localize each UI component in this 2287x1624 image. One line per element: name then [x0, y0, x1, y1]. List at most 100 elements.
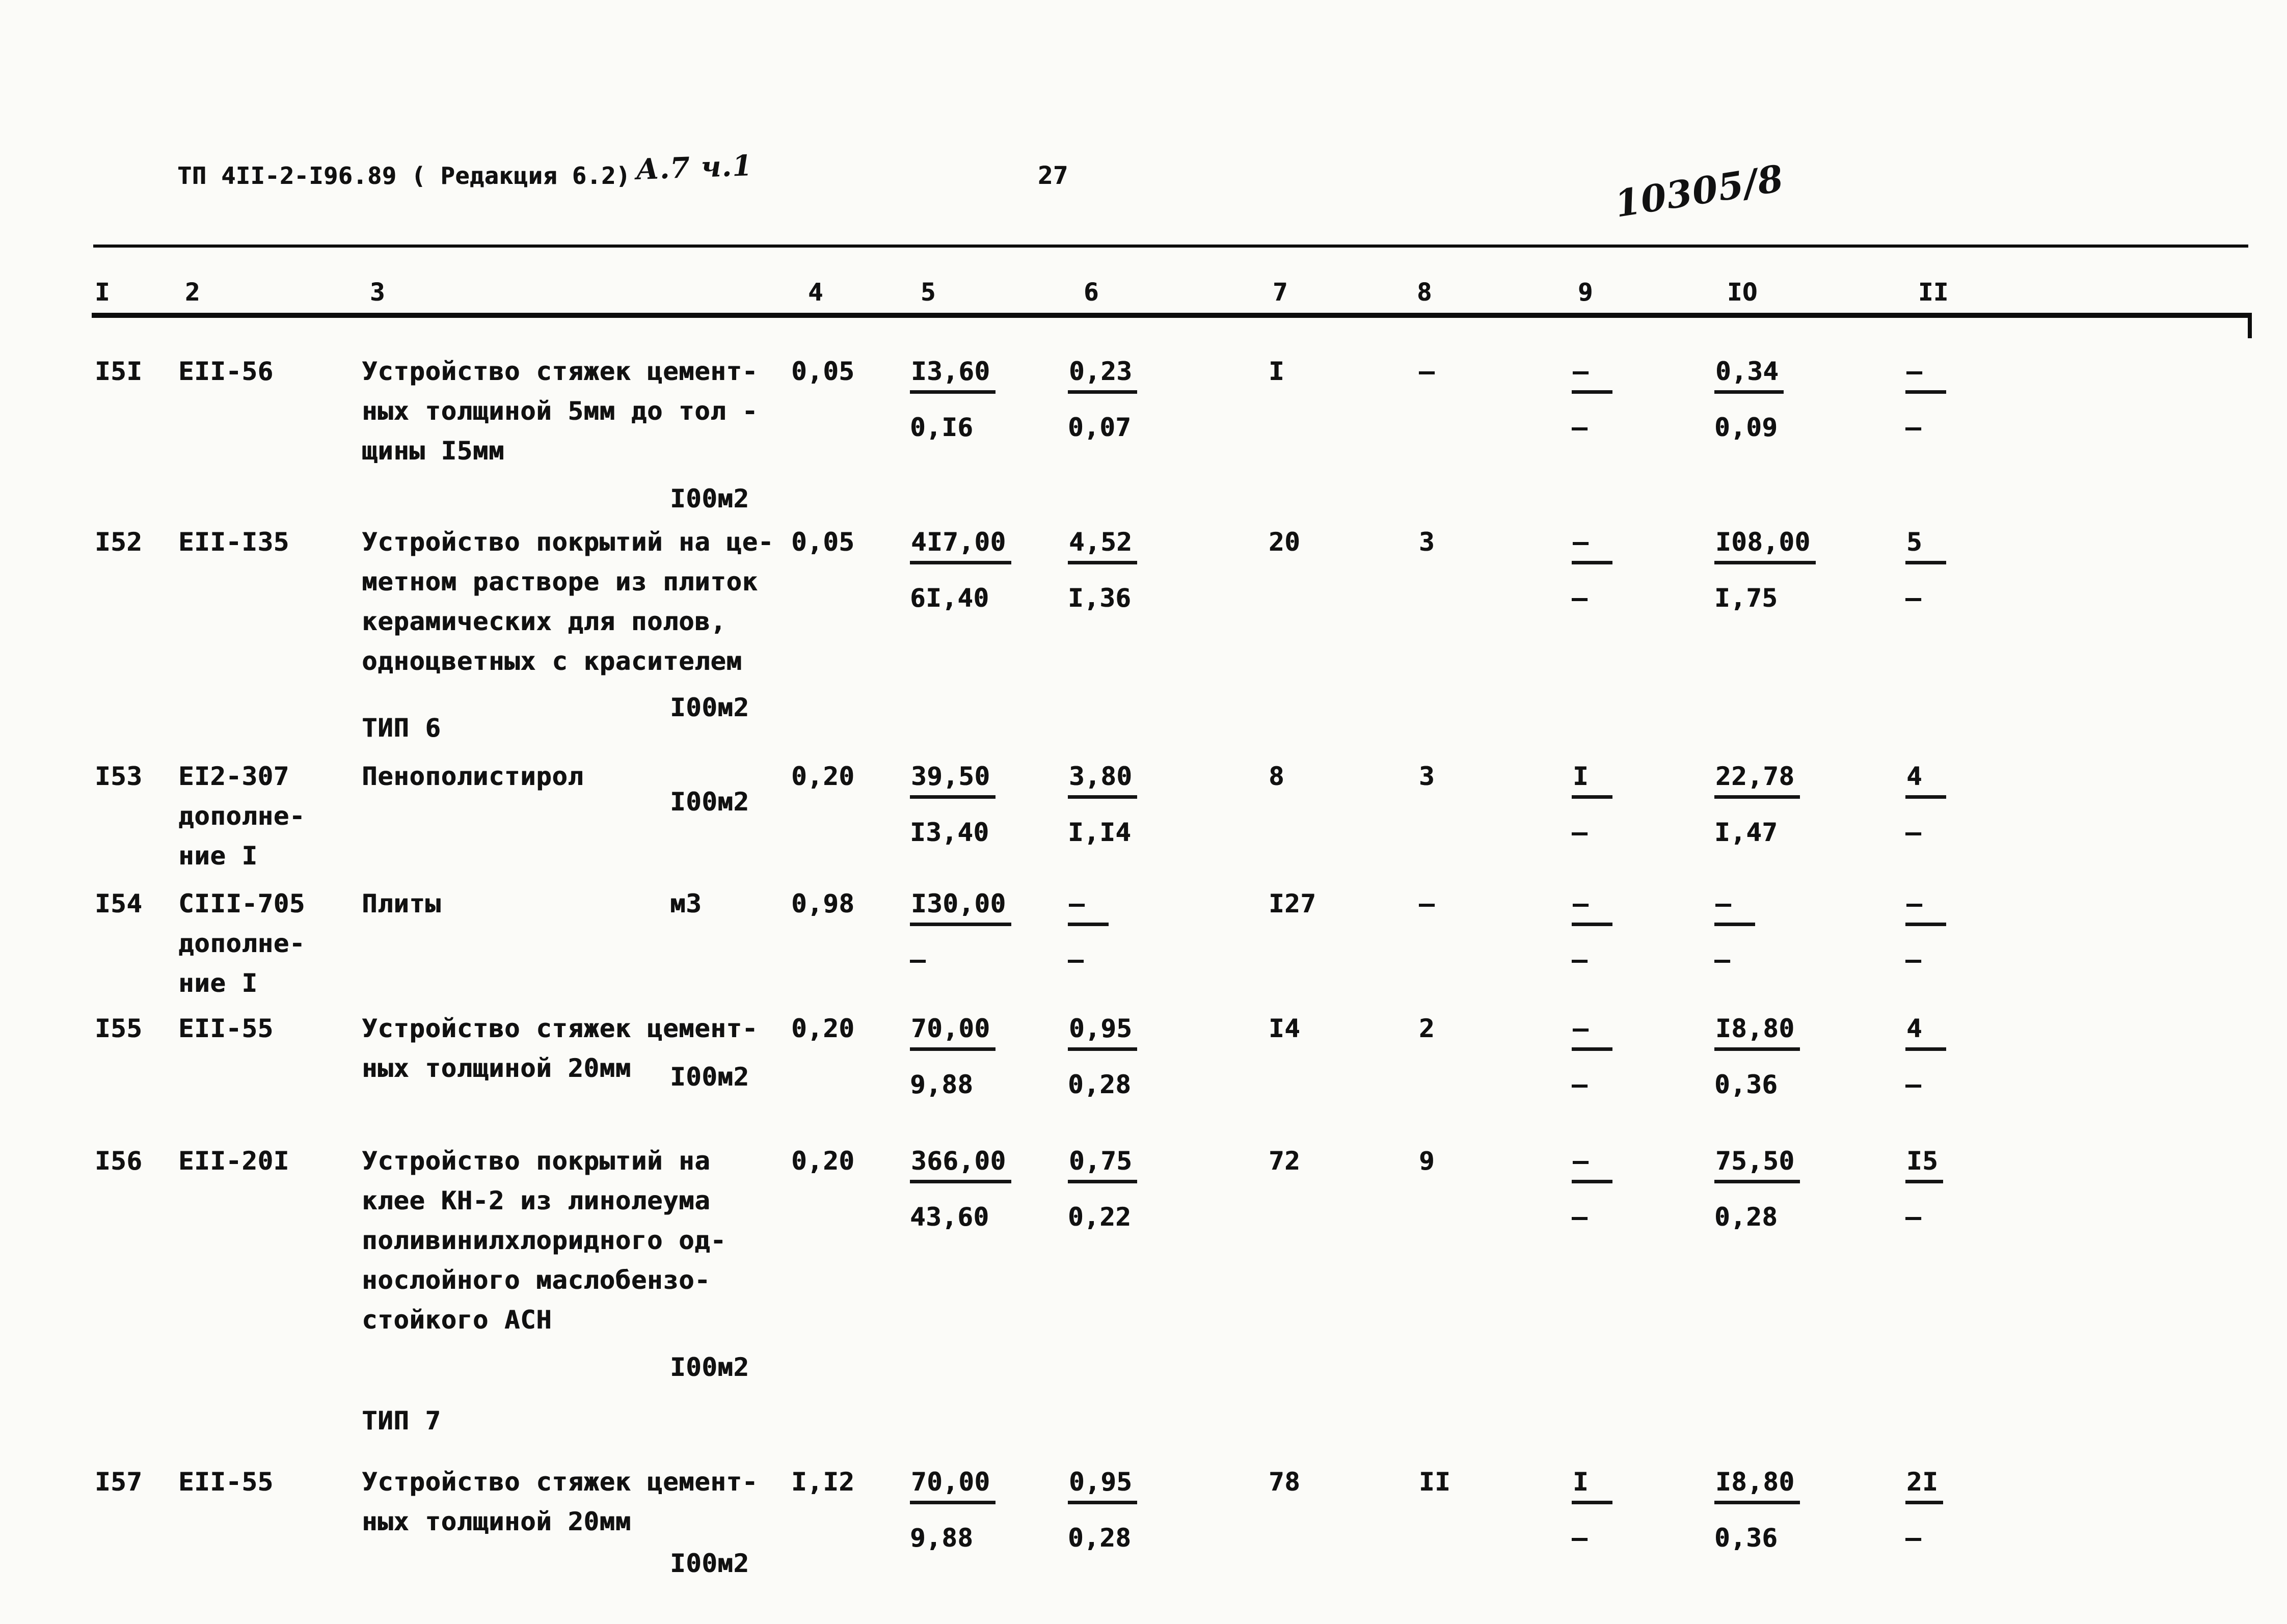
row-number: I5I: [95, 357, 143, 386]
col9-numerator: –: [1572, 527, 1612, 564]
row-number: I53: [95, 762, 143, 791]
col6-numerator: 3,80: [1068, 762, 1138, 799]
column-number: 6: [1084, 278, 1099, 307]
col7-value: 72: [1269, 1146, 1301, 1176]
work-code-line: ЕI2-307: [178, 762, 289, 791]
unit-of-measure: I00м2: [670, 787, 749, 817]
col6-numerator: 0,23: [1068, 357, 1138, 394]
work-description-line: ных толщиной 5мм до тол -: [362, 396, 758, 426]
col8-value: 3: [1419, 527, 1435, 557]
unit-of-measure: м3: [670, 889, 702, 918]
col4-value: 0,20: [791, 762, 855, 791]
col11-denominator: –: [1905, 818, 1922, 847]
column-number: 7: [1273, 278, 1288, 307]
col10-numerator: 0,34: [1714, 357, 1784, 394]
row-number: I52: [95, 527, 143, 557]
col4-value: 0,05: [791, 357, 855, 386]
unit-of-measure: I00м2: [670, 1062, 749, 1092]
col11-numerator: –: [1905, 357, 1946, 394]
col5-numerator: 70,00: [910, 1467, 995, 1504]
col4-value: 0,20: [791, 1014, 855, 1043]
unit-of-measure: I00м2: [670, 484, 749, 513]
col7-value: I4: [1269, 1014, 1301, 1043]
col10-denominator: 0,09: [1714, 413, 1778, 442]
col8-value: –: [1419, 889, 1435, 918]
col10-denominator: 0,36: [1714, 1523, 1778, 1553]
col6-denominator: I,36: [1068, 583, 1132, 613]
column-number: 9: [1578, 278, 1593, 307]
work-code-line: ЕII-55: [178, 1014, 274, 1043]
col10-denominator: –: [1714, 945, 1731, 975]
col5-numerator: 4I7,00: [910, 527, 1011, 564]
work-description-line: керамических для полов,: [362, 607, 727, 636]
col6-denominator: 0,28: [1068, 1523, 1132, 1553]
col6-denominator: I,I4: [1068, 818, 1132, 847]
col6-numerator: 4,52: [1068, 527, 1138, 564]
col7-value: 8: [1269, 762, 1285, 791]
col7-value: 20: [1269, 527, 1301, 557]
col5-numerator: I30,00: [910, 889, 1011, 926]
col9-denominator: –: [1572, 1070, 1588, 1099]
col11-denominator: –: [1905, 1202, 1922, 1232]
col5-denominator: 43,60: [910, 1202, 989, 1232]
col10-denominator: 0,36: [1714, 1070, 1778, 1099]
doc-code: ТП 4II-2-I96.89 ( Редакция 6.2): [177, 162, 631, 190]
col10-numerator: 75,50: [1714, 1146, 1800, 1183]
unit-of-measure: I00м2: [670, 1352, 749, 1382]
horizontal-rule-header: [92, 313, 2252, 318]
col5-numerator: I3,60: [910, 357, 995, 394]
col9-denominator: –: [1572, 818, 1588, 847]
col6-numerator: 0,95: [1068, 1467, 1138, 1504]
page-number: 27: [1038, 161, 1068, 190]
col9-numerator: I: [1572, 1467, 1612, 1504]
work-code-line: ЕII-55: [178, 1467, 274, 1497]
col7-value: 78: [1269, 1467, 1301, 1497]
col10-denominator: 0,28: [1714, 1202, 1778, 1232]
work-code-line: дополне-: [178, 801, 305, 831]
col11-numerator: I5: [1905, 1146, 1944, 1183]
col7-value: I: [1269, 357, 1285, 386]
work-code-line: СIII-705: [178, 889, 305, 918]
column-number: 5: [921, 278, 936, 307]
col5-denominator: 0,I6: [910, 413, 974, 442]
section-title: ТИП 6: [362, 713, 441, 743]
work-description-line: стойкого АСН: [362, 1305, 552, 1335]
col6-numerator: 0,75: [1068, 1146, 1138, 1183]
unit-of-measure: I00м2: [670, 1549, 749, 1578]
work-code-line: ЕII-56: [178, 357, 274, 386]
col6-numerator: –: [1068, 889, 1109, 926]
work-description-line: Устройство стяжек цемент-: [362, 357, 758, 386]
col4-value: 0,05: [791, 527, 855, 557]
row-number: I54: [95, 889, 143, 918]
column-number: 4: [808, 278, 823, 307]
col10-denominator: I,75: [1714, 583, 1778, 613]
col5-numerator: 39,50: [910, 762, 995, 799]
column-number: 2: [185, 278, 200, 307]
col8-value: –: [1419, 357, 1435, 386]
col11-denominator: –: [1905, 1523, 1922, 1553]
col10-numerator: 22,78: [1714, 762, 1800, 799]
col5-denominator: 9,88: [910, 1523, 974, 1553]
work-code-line: дополне-: [178, 929, 305, 958]
work-description-line: нослойного маслобензо-: [362, 1265, 711, 1295]
col11-numerator: 5: [1905, 527, 1946, 564]
col10-numerator: I8,80: [1714, 1014, 1800, 1051]
col11-denominator: –: [1905, 583, 1922, 613]
col11-denominator: –: [1905, 1070, 1922, 1099]
row-number: I55: [95, 1014, 143, 1043]
col8-value: II: [1419, 1467, 1451, 1497]
row-number: I56: [95, 1146, 143, 1176]
col6-numerator: 0,95: [1068, 1014, 1138, 1051]
col5-denominator: 9,88: [910, 1070, 974, 1099]
col5-denominator: 6I,40: [910, 583, 989, 613]
work-code-line: ЕII-20I: [178, 1146, 289, 1176]
column-number: 8: [1417, 278, 1432, 307]
handwritten-edition-note: А.7 ч.1: [635, 149, 754, 186]
col5-denominator: –: [910, 945, 926, 975]
work-description-line: клее КН-2 из линолеума: [362, 1186, 711, 1215]
unit-of-measure: I00м2: [670, 693, 749, 722]
col9-numerator: –: [1572, 889, 1612, 926]
col5-numerator: 366,00: [910, 1146, 1011, 1183]
col9-denominator: –: [1572, 583, 1588, 613]
col6-denominator: 0,22: [1068, 1202, 1132, 1232]
